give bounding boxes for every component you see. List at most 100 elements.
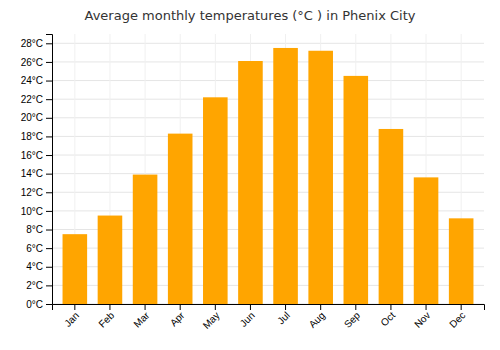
tick-label: Feb [96, 309, 116, 329]
tick-label: 2°C [26, 280, 43, 291]
tick: Feb [96, 304, 116, 330]
tick-mark [145, 304, 146, 310]
tick: 18°C [21, 131, 52, 142]
tick-label: 12°C [21, 187, 43, 198]
tick: Nov [412, 304, 432, 330]
tick-label: 18°C [21, 131, 43, 142]
tick: 0°C [26, 299, 52, 310]
tick: 16°C [21, 150, 52, 161]
tick-mark [74, 304, 75, 310]
tick-mark [285, 304, 286, 310]
tick-label: 24°C [21, 75, 43, 86]
tick: Mar [131, 304, 151, 330]
tick-mark [46, 99, 52, 100]
tick: Oct [379, 304, 398, 328]
grid-line [52, 80, 484, 81]
tick: 22°C [21, 94, 52, 105]
grid-line [52, 155, 484, 156]
tick-mark [46, 81, 52, 82]
bar [379, 129, 404, 304]
bar [308, 51, 333, 304]
tick: Aug [307, 304, 327, 330]
tick-mark [46, 211, 52, 212]
tick-mark [180, 304, 181, 310]
tick-label: May [201, 310, 222, 331]
x-axis: Jan Feb Mar Apr May Jun Jul Aug Sep Oct Nov Dec [53, 304, 485, 331]
bars [63, 48, 474, 304]
tick-label: 8°C [26, 224, 43, 235]
tick: Jun [238, 304, 257, 329]
tick-label: 26°C [21, 57, 43, 68]
title: Average monthly temperatures (°C ) in Ph… [85, 8, 416, 23]
tick-label: 14°C [21, 168, 43, 179]
tick-mark [320, 304, 321, 310]
tick-label: Dec [447, 310, 467, 330]
tick-mark [461, 304, 462, 310]
tick-mark [46, 136, 52, 137]
axis-line [53, 305, 485, 311]
tick-label: Oct [379, 310, 398, 329]
tick-mark [390, 304, 391, 310]
tick: Dec [447, 304, 467, 330]
tick-label: 22°C [21, 94, 43, 105]
tick: May [201, 304, 222, 331]
bar [98, 216, 123, 304]
tick-mark [109, 304, 110, 310]
y-axis: 0°C 2°C 4°C 6°C 8°C 10°C 12°C 14°C 16°C 18°C 20°C 2… [21, 35, 53, 310]
tick: 28°C [21, 38, 52, 49]
tick: 14°C [21, 168, 52, 179]
tick-label: 28°C [21, 38, 43, 49]
tick-mark [46, 248, 52, 249]
bar [168, 134, 193, 304]
tick-label: 6°C [26, 243, 43, 254]
tick: 10°C [21, 206, 52, 217]
tick-label: 20°C [21, 112, 43, 123]
tick: 4°C [26, 261, 52, 272]
tick: Jan [62, 304, 81, 329]
grid-line [52, 43, 484, 44]
tick-label: 10°C [21, 206, 43, 217]
tick: 6°C [26, 243, 52, 254]
tick-label: Aug [307, 310, 327, 330]
tick: 8°C [26, 224, 52, 235]
tick-mark [46, 62, 52, 63]
bar [238, 61, 263, 304]
tick-label: Nov [412, 310, 432, 330]
tick: 12°C [21, 187, 52, 198]
tick: 20°C [21, 112, 52, 123]
tick-label: Jul [275, 310, 292, 327]
tick: 2°C [26, 280, 52, 291]
tick: Apr [168, 304, 187, 328]
grid-line [52, 99, 484, 100]
grid-line [52, 61, 484, 62]
tick-mark [426, 304, 427, 310]
tick: 26°C [21, 57, 52, 68]
tick-mark [46, 174, 52, 175]
bar [203, 97, 228, 304]
tick-label: 0°C [26, 299, 43, 310]
grid-line [52, 136, 484, 137]
tick-label: Sep [342, 309, 363, 330]
tick-mark [46, 230, 52, 231]
tick-mark [46, 285, 52, 286]
bar [344, 76, 369, 304]
tick-label: Mar [131, 309, 151, 329]
tick: Sep [342, 304, 363, 330]
tick-mark [215, 304, 216, 310]
bar [273, 48, 298, 304]
tick-mark [46, 43, 52, 44]
grid [52, 34, 484, 304]
bar [63, 234, 88, 304]
tick-label: Jun [238, 310, 257, 329]
tick-mark [46, 155, 52, 156]
tick-label: 16°C [21, 150, 43, 161]
tick-mark [46, 118, 52, 119]
tick-label: Apr [168, 309, 187, 328]
tick-mark [46, 192, 52, 193]
tick-label: Jan [62, 310, 81, 329]
tick-mark [355, 304, 356, 310]
plot: Jan Feb Mar Apr May Jun Jul Aug Sep Oct Nov Dec 0°C 2… [21, 34, 485, 331]
grid-line [52, 173, 484, 174]
tick: Jul [275, 304, 292, 326]
bar [414, 177, 439, 304]
